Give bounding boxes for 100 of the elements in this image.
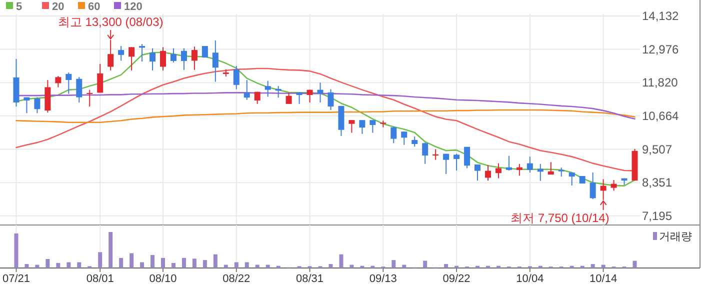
bar — [98, 252, 102, 268]
candlestick — [370, 120, 376, 134]
x-tick-label: 08/01 — [86, 273, 114, 285]
candlestick — [390, 126, 397, 144]
y-tick-label: 8,351 — [642, 176, 672, 190]
legend-label: 20 — [52, 1, 64, 13]
bar — [392, 260, 396, 268]
bar — [140, 262, 144, 268]
bar — [46, 259, 50, 268]
legend-label: 5 — [16, 1, 22, 13]
candlestick — [44, 80, 51, 114]
candlestick — [526, 156, 533, 174]
bar — [119, 258, 124, 268]
y-tick-label: 9,507 — [642, 142, 672, 156]
x-tick-label: 10/14 — [590, 273, 618, 285]
candlestick — [454, 153, 460, 172]
bar — [423, 260, 428, 268]
bar — [35, 264, 40, 268]
x-tick-label: 08/22 — [222, 273, 250, 285]
candlestick — [443, 153, 450, 174]
bar — [590, 264, 595, 268]
candlestick — [359, 120, 366, 134]
candlestick — [34, 96, 40, 114]
bar — [202, 260, 207, 268]
x-tick-label: 09/13 — [369, 273, 397, 285]
candlestick — [191, 46, 198, 70]
bar — [601, 264, 606, 268]
x-tick-label: 08/31 — [296, 273, 324, 285]
bar — [108, 232, 113, 268]
y-tick-label: 10,664 — [642, 108, 680, 123]
bar — [255, 264, 260, 268]
annotation: 최고 13,300 (08/03) — [58, 14, 164, 29]
candlestick — [401, 131, 408, 146]
candlestick — [244, 80, 250, 100]
candlestick — [128, 46, 135, 71]
bar — [24, 264, 29, 268]
candlestick — [66, 72, 72, 94]
candlestick — [76, 76, 82, 103]
bar — [66, 262, 71, 268]
bar — [171, 262, 176, 268]
candlestick — [317, 82, 324, 103]
candlestick — [108, 39, 114, 71]
legend-label: 거래량 — [659, 231, 692, 243]
candlestick — [495, 162, 502, 179]
candlestick — [264, 80, 271, 98]
bar — [192, 258, 196, 268]
candlestick — [55, 75, 62, 88]
bar — [444, 264, 448, 268]
y-tick-label: 11,820 — [642, 76, 678, 90]
bar — [224, 264, 228, 268]
bar — [632, 260, 637, 268]
candlestick — [180, 48, 187, 70]
bar — [266, 264, 270, 268]
candlestick — [412, 136, 418, 148]
y-tick-label: 7,195 — [642, 208, 672, 223]
bar — [182, 258, 186, 268]
bar — [150, 255, 155, 268]
candlestick — [610, 180, 617, 192]
candlestick — [568, 172, 575, 186]
candlestick — [286, 92, 292, 104]
y-tick-label: 14,132 — [642, 8, 680, 23]
candlestick — [422, 142, 428, 164]
legend-label: 60 — [88, 1, 100, 13]
candlestick — [600, 178, 606, 200]
candlestick — [254, 91, 260, 104]
bar — [402, 264, 406, 268]
annotation: 최저 7,750 (10/14) — [510, 210, 610, 225]
candlestick — [160, 46, 166, 71]
candlestick — [590, 172, 596, 200]
candlestick — [306, 89, 313, 103]
candlestick — [516, 163, 522, 176]
bar — [77, 262, 82, 268]
bar — [350, 264, 354, 268]
legend-label: 120 — [124, 1, 142, 13]
candlestick — [212, 40, 218, 82]
candlestick — [506, 155, 512, 172]
candlestick — [338, 105, 344, 136]
candlestick — [170, 48, 176, 63]
candlestick — [464, 146, 470, 169]
candlestick — [24, 96, 30, 114]
x-tick-label: 08/10 — [149, 273, 177, 285]
candlestick — [328, 88, 334, 110]
bar — [244, 262, 249, 268]
bar — [328, 264, 333, 268]
candlestick — [474, 164, 481, 182]
line-series — [16, 109, 636, 124]
bar — [56, 262, 60, 268]
candlestick — [150, 48, 156, 71]
candlestick — [548, 162, 554, 176]
candlestick — [348, 120, 355, 134]
candlestick — [97, 63, 104, 94]
candlestick — [484, 164, 491, 182]
y-tick-label: 12,976 — [642, 42, 680, 56]
bar — [161, 258, 166, 268]
candlestick — [118, 45, 124, 62]
bar — [130, 253, 134, 268]
x-tick-label: 09/22 — [442, 273, 470, 285]
candlestick — [86, 89, 93, 108]
candlestick — [233, 65, 240, 90]
bar — [234, 262, 238, 268]
